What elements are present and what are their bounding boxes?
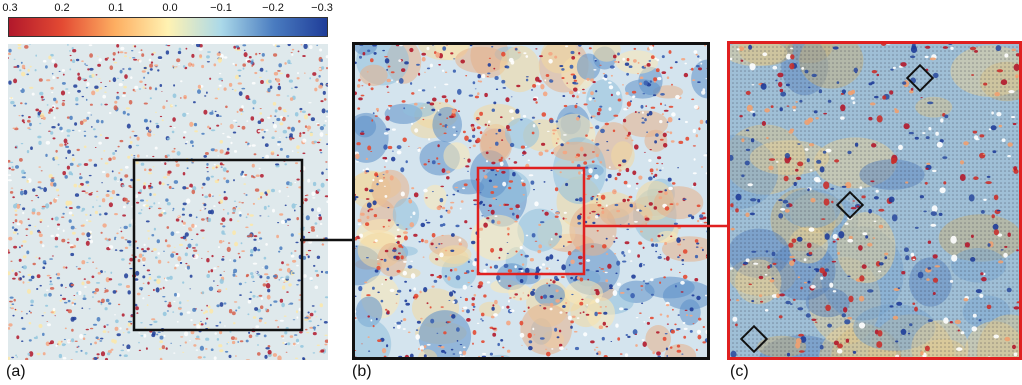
colorbar-ticks: 0.3 0.2 0.1 0.0 −0.1 −0.2 −0.3 bbox=[0, 0, 340, 16]
zoom-box-a bbox=[132, 158, 304, 332]
colorbar-tick-label: 0.1 bbox=[108, 2, 124, 14]
defect-marker bbox=[835, 190, 865, 220]
colorbar-tick-label: −0.1 bbox=[210, 2, 232, 14]
panel-label-a: (a) bbox=[6, 363, 26, 380]
defect-markers bbox=[739, 63, 935, 354]
colorbar-tick-label: −0.3 bbox=[311, 2, 333, 14]
panel-a-field-image bbox=[8, 44, 328, 360]
colorbar-gradient bbox=[8, 17, 328, 37]
connector-a-to-b bbox=[300, 238, 354, 242]
connector-b-to-c bbox=[584, 224, 728, 228]
panel-b-field-image bbox=[352, 42, 710, 360]
defect-marker bbox=[739, 324, 769, 354]
defect-marker bbox=[905, 63, 935, 93]
panel-label-c: (c) bbox=[730, 363, 749, 380]
zoom-box-b bbox=[476, 166, 586, 276]
panel-label-b: (b) bbox=[352, 363, 372, 380]
colorbar-tick-label: −0.2 bbox=[262, 2, 284, 14]
colorbar-tick-label: 0.2 bbox=[54, 2, 70, 14]
colorbar-tick-label: 0.0 bbox=[162, 2, 178, 14]
panel-c-field-image bbox=[727, 41, 1022, 360]
colorbar-tick-label: 0.3 bbox=[2, 2, 18, 14]
